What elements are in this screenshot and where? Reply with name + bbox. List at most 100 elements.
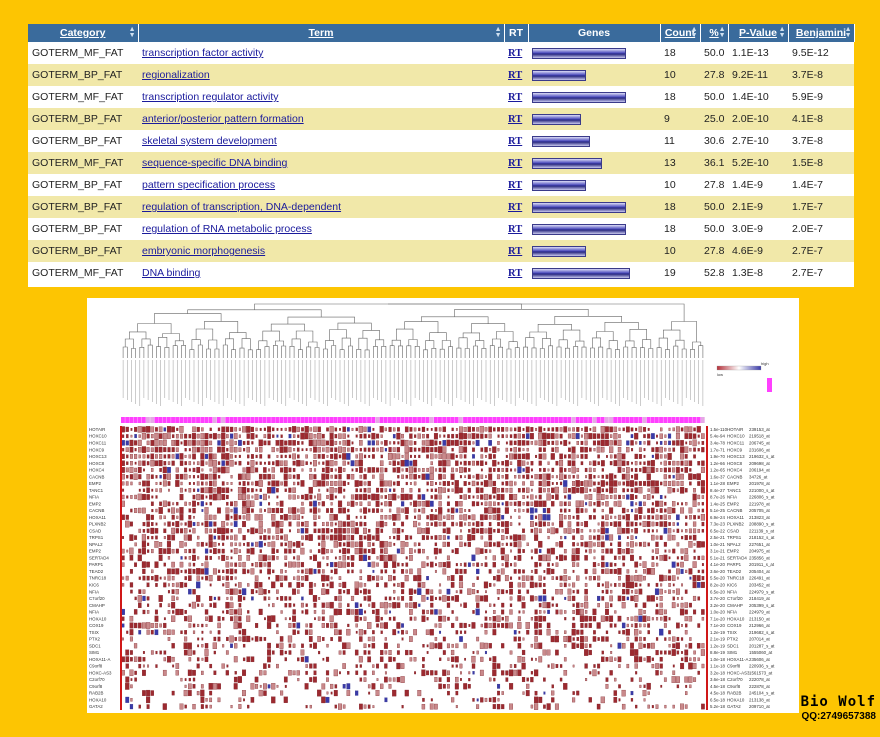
heatmap-cell (175, 568, 180, 575)
term-link[interactable]: DNA binding (142, 267, 201, 279)
heatmap-cell (468, 481, 471, 486)
heatmap-cell (463, 542, 467, 547)
heatmap-cell (238, 704, 242, 709)
header-label: Count (664, 27, 696, 39)
heatmap-cell (404, 507, 409, 514)
genes-bar[interactable] (532, 47, 626, 59)
rt-link[interactable]: RT (508, 268, 523, 279)
heatmap-cell (208, 534, 213, 541)
column-header-count[interactable]: Count ▲ ▼ (660, 24, 701, 42)
gene-label-right: TNRC18 (727, 576, 745, 581)
genes-bar[interactable] (532, 267, 630, 279)
heatmap-cell (396, 527, 401, 534)
column-header-benjamini[interactable]: Benjamini ▲ ▼ (788, 24, 855, 42)
dendrogram-branch (548, 345, 553, 358)
rt-link[interactable]: RT (508, 158, 523, 169)
heatmap-cell (254, 562, 259, 568)
heatmap-cell (459, 487, 463, 494)
genes-bar[interactable] (532, 179, 586, 191)
rt-link[interactable]: RT (508, 114, 523, 125)
heatmap-cell (546, 703, 551, 710)
term-link[interactable]: regulation of transcription, DNA-depende… (142, 201, 342, 213)
heatmap-cell (675, 676, 680, 683)
heatmap-cell (409, 447, 413, 453)
heatmap-cell (617, 521, 622, 527)
term-link[interactable]: regulation of RNA metabolic process (142, 223, 312, 235)
heatmap-cell (397, 495, 400, 499)
heatmap-cell (510, 563, 513, 567)
heatmap-cell (351, 441, 354, 445)
pvalue-label: 1.2e-19 (710, 643, 725, 648)
heatmap-cell (663, 527, 668, 534)
heatmap-cell (621, 460, 626, 467)
heatmap-cell (613, 568, 617, 574)
column-header-pvalue[interactable]: P-Value ▲ ▼ (728, 24, 789, 42)
rt-link[interactable]: RT (508, 180, 523, 191)
heatmap-cell (522, 596, 525, 601)
heatmap-cell (358, 548, 363, 554)
term-link[interactable]: skeletal system development (142, 135, 277, 147)
column-header-percent[interactable]: % ▲ ▼ (700, 24, 729, 42)
heatmap-cell (376, 433, 380, 439)
heatmap-cell (672, 704, 675, 709)
rt-link[interactable]: RT (508, 92, 523, 103)
heatmap-cell (241, 486, 247, 494)
term-link[interactable]: transcription factor activity (142, 47, 264, 59)
heatmap-cell (317, 446, 321, 453)
heatmap-cell (617, 460, 622, 467)
genes-bar[interactable] (532, 223, 626, 235)
heatmap-cell (396, 447, 400, 453)
rt-link[interactable]: RT (508, 246, 523, 257)
heatmap-cell (246, 548, 250, 554)
heatmap-cell (476, 590, 479, 594)
heatmap-cell (442, 595, 447, 602)
heatmap-cell (367, 622, 372, 629)
column-header-term[interactable]: Term ▲ ▼ (138, 24, 505, 42)
genes-bar[interactable] (532, 135, 590, 147)
term-link[interactable]: transcription regulator activity (142, 91, 279, 103)
term-link[interactable]: regionalization (142, 69, 210, 81)
heatmap-cell (584, 440, 588, 446)
heatmap-cell (580, 522, 584, 526)
genes-bar[interactable] (532, 201, 626, 213)
rt-link[interactable]: RT (508, 202, 523, 213)
gene-label-right: EMP2 (727, 501, 740, 506)
genes-bar[interactable] (532, 113, 581, 125)
heatmap-cell (388, 677, 392, 682)
heatmap-cell (542, 508, 546, 513)
term-link[interactable]: sequence-specific DNA binding (142, 157, 288, 169)
heatmap-cell (488, 522, 492, 527)
genes-bar[interactable] (532, 91, 626, 103)
heatmap-cell (576, 643, 580, 648)
term-link[interactable]: anterior/posterior pattern formation (142, 113, 304, 125)
heatmap-cell (251, 542, 254, 547)
heatmap-cell (659, 500, 664, 507)
heatmap-cell (184, 569, 187, 574)
heatmap-cell (475, 608, 480, 616)
gene-label-left: C2orf70 (89, 677, 105, 682)
rt-link[interactable]: RT (508, 136, 523, 147)
heatmap-cell (208, 487, 213, 494)
term-link[interactable]: embryonic morphogenesis (142, 245, 266, 257)
heatmap-cell (534, 629, 538, 635)
heatmap-cell (401, 529, 404, 533)
heatmap-cell (222, 576, 225, 580)
rt-link[interactable]: RT (508, 224, 523, 235)
genes-bar[interactable] (532, 245, 586, 257)
heatmap-cell (563, 439, 568, 446)
term-link[interactable]: pattern specification process (142, 179, 276, 191)
probe-label: 213150_at (749, 616, 771, 621)
rt-link[interactable]: RT (508, 48, 523, 59)
heatmap-cell (563, 683, 568, 690)
heatmap-cell (484, 562, 488, 567)
heatmap-cell (196, 481, 200, 486)
heatmap-cell (521, 677, 526, 683)
genes-bar[interactable] (532, 157, 602, 169)
heatmap-cell (201, 670, 204, 675)
heatmap-cell (421, 494, 426, 500)
heatmap-cell (525, 426, 530, 433)
column-header-category[interactable]: Category ▲ ▼ (28, 24, 139, 42)
heatmap-cell (693, 447, 696, 452)
rt-link[interactable]: RT (508, 70, 523, 81)
genes-bar[interactable] (532, 69, 586, 81)
